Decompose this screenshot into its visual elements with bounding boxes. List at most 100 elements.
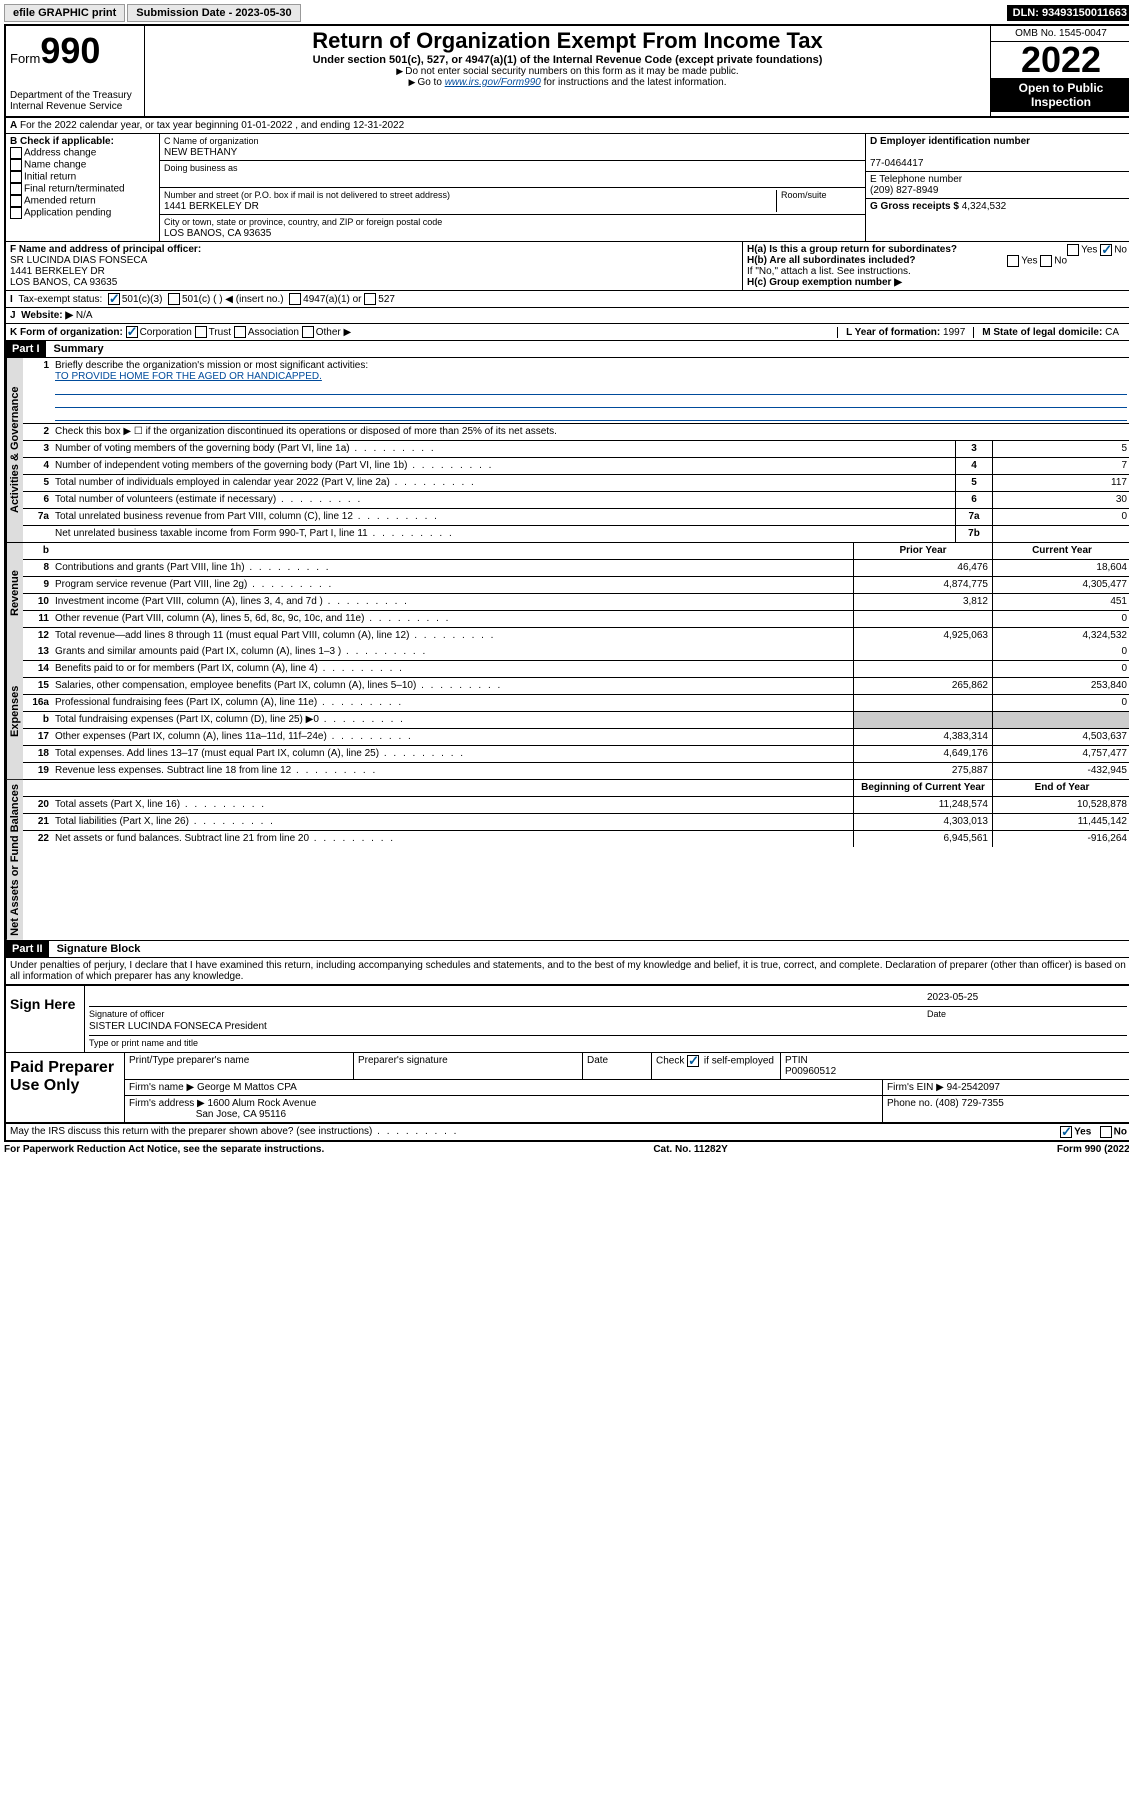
- footer-mid: Cat. No. 11282Y: [653, 1144, 727, 1155]
- opt-4947: 4947(a)(1) or: [303, 294, 361, 305]
- prep-name-header: Print/Type preparer's name: [125, 1053, 354, 1079]
- check-app-pending[interactable]: [10, 207, 22, 219]
- tab-governance: Activities & Governance: [6, 358, 23, 542]
- tax-exempt-label: Tax-exempt status:: [18, 294, 102, 305]
- irs-link[interactable]: www.irs.gov/Form990: [445, 77, 541, 88]
- check-4947[interactable]: [289, 293, 301, 305]
- check-name-change[interactable]: [10, 159, 22, 171]
- note-goto-pre: Go to: [409, 77, 445, 88]
- opt-address-change: Address change: [24, 148, 96, 159]
- check-assoc[interactable]: [234, 326, 246, 338]
- header-left: Form990 Department of the Treasury Inter…: [6, 26, 145, 116]
- prep-check-post: if self-employed: [704, 1055, 774, 1066]
- form-title: Return of Organization Exempt From Incom…: [149, 28, 986, 54]
- hb-yes-label: Yes: [1021, 256, 1037, 267]
- discuss-yes[interactable]: [1060, 1126, 1072, 1138]
- officer-name: SR LUCINDA DIAS FONSECA: [10, 255, 147, 266]
- state-domicile: CA: [1105, 327, 1119, 338]
- opt-trust: Trust: [209, 327, 231, 338]
- tab-netassets: Net Assets or Fund Balances: [6, 780, 23, 940]
- box-deg: D Employer identification number 77-0464…: [865, 134, 1129, 241]
- website-val: N/A: [76, 310, 93, 321]
- ha-yes[interactable]: [1067, 244, 1079, 256]
- form-container: Form990 Department of the Treasury Inter…: [4, 24, 1129, 1142]
- table-row: 6Total number of volunteers (estimate if…: [23, 492, 1129, 509]
- firm-ein: 94-2542097: [947, 1082, 1000, 1093]
- box-k-label: K Form of organization:: [10, 327, 123, 338]
- line-klm: K Form of organization: Corporation Trus…: [6, 324, 1129, 341]
- check-address-change[interactable]: [10, 147, 22, 159]
- check-self-employed[interactable]: [687, 1055, 699, 1067]
- footer-left: For Paperwork Reduction Act Notice, see …: [4, 1144, 324, 1155]
- phone-label: Phone no.: [887, 1098, 933, 1109]
- firm-name-label: Firm's name ▶: [129, 1082, 194, 1093]
- hc-label: H(c) Group exemption number ▶: [747, 277, 902, 288]
- header-right: OMB No. 1545-0047 2022 Open to Public In…: [990, 26, 1129, 116]
- part1-header: Part I: [6, 341, 46, 357]
- hb-note: If "No," attach a list. See instructions…: [747, 266, 1127, 277]
- form-label: Form: [10, 51, 40, 66]
- opt-501c3: 501(c)(3): [122, 294, 163, 305]
- opt-assoc: Association: [248, 327, 299, 338]
- opt-final-return: Final return/terminated: [24, 184, 125, 195]
- table-row: 3Number of voting members of the governi…: [23, 441, 1129, 458]
- prep-sig-header: Preparer's signature: [354, 1053, 583, 1079]
- opt-527: 527: [378, 294, 395, 305]
- check-corp[interactable]: [126, 326, 138, 338]
- check-final-return[interactable]: [10, 183, 22, 195]
- box-f: F Name and address of principal officer:…: [6, 242, 742, 290]
- opt-501c: 501(c) ( ) ◀ (insert no.): [182, 294, 284, 305]
- check-527[interactable]: [364, 293, 376, 305]
- officer-addr2: LOS BANOS, CA 93635: [10, 277, 117, 288]
- table-row: 12Total revenue—add lines 8 through 11 (…: [23, 628, 1129, 644]
- netassets-section: Net Assets or Fund Balances Beginning of…: [6, 780, 1129, 941]
- table-row: Net unrelated business taxable income fr…: [23, 526, 1129, 542]
- sign-section: Sign Here 2023-05-25 Signature of office…: [6, 985, 1129, 1053]
- declaration: Under penalties of perjury, I declare th…: [6, 958, 1129, 985]
- discuss-no[interactable]: [1100, 1126, 1112, 1138]
- check-trust[interactable]: [195, 326, 207, 338]
- table-row: 7aTotal unrelated business revenue from …: [23, 509, 1129, 526]
- col-current: Current Year: [992, 543, 1129, 559]
- line-a: A For the 2022 calendar year, or tax yea…: [6, 118, 1129, 134]
- opt-app-pending: Application pending: [24, 208, 111, 219]
- discuss-question: May the IRS discuss this return with the…: [10, 1126, 458, 1137]
- table-row: 21Total liabilities (Part X, line 26)4,3…: [23, 814, 1129, 831]
- firm-addr-label: Firm's address ▶: [129, 1098, 205, 1109]
- discuss-no-label: No: [1114, 1126, 1127, 1137]
- check-other[interactable]: [302, 326, 314, 338]
- q2-label: Check this box ▶ ☐ if the organization d…: [51, 424, 1129, 440]
- opt-name-change: Name change: [24, 160, 86, 171]
- table-row: 19Revenue less expenses. Subtract line 1…: [23, 763, 1129, 779]
- efile-button[interactable]: efile GRAPHIC print: [4, 4, 125, 22]
- table-row: 8Contributions and grants (Part VIII, li…: [23, 560, 1129, 577]
- prep-check-pre: Check: [656, 1055, 684, 1066]
- dept-label: Department of the Treasury: [10, 90, 140, 101]
- irs-label: Internal Revenue Service: [10, 101, 140, 112]
- tax-year: 2022: [991, 42, 1129, 78]
- box-m-label: M State of legal domicile:: [982, 327, 1102, 338]
- ha-no[interactable]: [1100, 244, 1112, 256]
- line-a-text: For the 2022 calendar year, or tax year …: [20, 120, 404, 131]
- line-j: J Website: ▶ N/A: [6, 308, 1129, 324]
- check-501c3[interactable]: [108, 293, 120, 305]
- check-amended[interactable]: [10, 195, 22, 207]
- check-501c[interactable]: [168, 293, 180, 305]
- website-label: Website: ▶: [21, 310, 73, 321]
- hb-yes[interactable]: [1007, 255, 1019, 267]
- paid-preparer-label: Paid Preparer Use Only: [6, 1053, 125, 1122]
- hb-no[interactable]: [1040, 255, 1052, 267]
- top-bar: efile GRAPHIC print Submission Date - 20…: [4, 4, 1129, 22]
- firm-addr1: 1600 Alum Rock Avenue: [208, 1098, 317, 1109]
- form-subtitle: Under section 501(c), 527, or 4947(a)(1)…: [149, 54, 986, 66]
- check-initial-return[interactable]: [10, 171, 22, 183]
- part1-title-row: Part I Summary: [6, 341, 1129, 358]
- table-row: 11Other revenue (Part VIII, column (A), …: [23, 611, 1129, 628]
- table-row: 9Program service revenue (Part VIII, lin…: [23, 577, 1129, 594]
- table-row: 17Other expenses (Part IX, column (A), l…: [23, 729, 1129, 746]
- firm-phone: (408) 729-7355: [935, 1098, 1003, 1109]
- expenses-section: Expenses 13Grants and similar amounts pa…: [6, 644, 1129, 780]
- table-row: 20Total assets (Part X, line 16)11,248,5…: [23, 797, 1129, 814]
- col-prior: Prior Year: [853, 543, 992, 559]
- col-b: b: [23, 543, 51, 559]
